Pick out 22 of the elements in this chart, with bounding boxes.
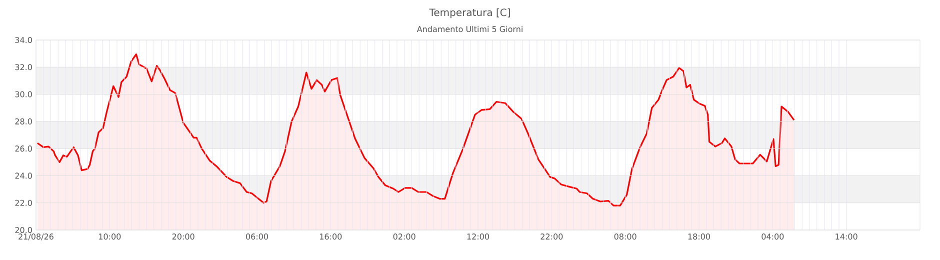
y-tick-label: 28.0: [15, 118, 32, 124]
x-tick-label: 20:00: [172, 234, 194, 240]
x-tick-label: 06:00: [246, 234, 268, 240]
chart-title: Temperatura [C]: [429, 8, 510, 18]
y-tick-label: 24.0: [15, 172, 32, 179]
x-tick-label: 08:00: [614, 234, 636, 240]
x-tick-label: 14:00: [836, 234, 858, 240]
chart-subtitle: Andamento Ultimi 5 Giorni: [416, 26, 522, 32]
y-tick-label: 20.0: [15, 226, 32, 234]
y-tick-label: 26.0: [15, 146, 32, 152]
x-tick-label: 12:00: [467, 234, 489, 240]
x-tick-label: 18:00: [688, 234, 710, 240]
x-tick-label: 10:00: [99, 234, 121, 240]
y-tick-label: 34.0: [15, 36, 32, 44]
y-tick-label: 22.0: [15, 200, 32, 206]
y-tick-label: 32.0: [15, 64, 32, 70]
x-tick-label: 21/08/26: [18, 234, 54, 240]
x-tick-label: 22:00: [540, 234, 563, 240]
x-tick-label: 16:00: [320, 234, 342, 240]
x-tick-label: 02:00: [393, 234, 416, 240]
y-tick-label: 30.0: [15, 91, 32, 98]
x-tick-label: 04:00: [762, 234, 784, 240]
